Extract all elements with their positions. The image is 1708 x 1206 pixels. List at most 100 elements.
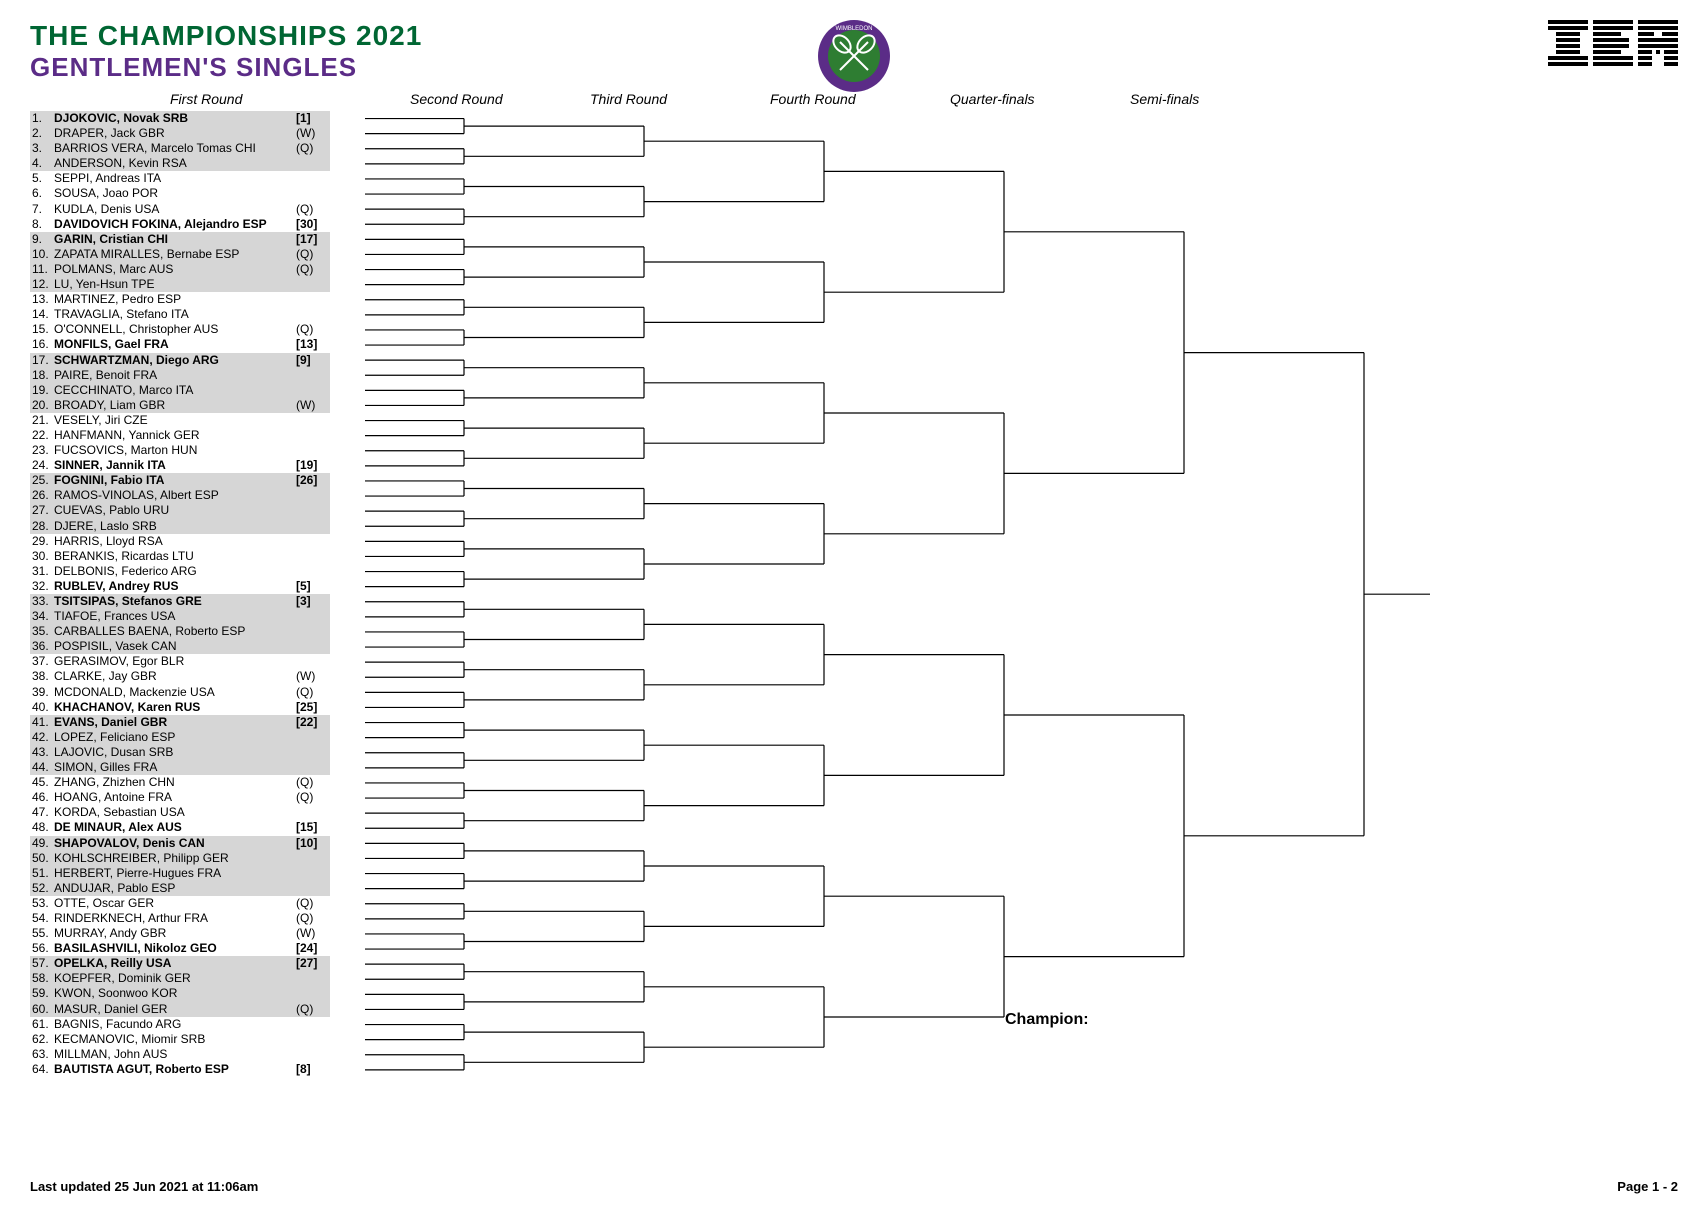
player-name: KECMANOVIC, Miomir SRB	[54, 1032, 296, 1047]
player-note: [9]	[296, 353, 330, 368]
player-number: 1.	[30, 111, 54, 126]
player-name: ANDUJAR, Pablo ESP	[54, 881, 296, 896]
player-row: 46.HOANG, Antoine FRA(Q)	[30, 790, 330, 805]
player-note: [3]	[296, 594, 330, 609]
player-row: 29.HARRIS, Lloyd RSA	[30, 534, 330, 549]
page: THE CHAMPIONSHIPS 2021 GENTLEMEN'S SINGL…	[0, 0, 1708, 1206]
player-row: 47.KORDA, Sebastian USA	[30, 805, 330, 820]
player-note: [19]	[296, 458, 330, 473]
player-note: (Q)	[296, 262, 330, 277]
player-row: 17.SCHWARTZMAN, Diego ARG[9]	[30, 353, 330, 368]
player-row: 35.CARBALLES BAENA, Roberto ESP	[30, 624, 330, 639]
player-name: TSITSIPAS, Stefanos GRE	[54, 594, 296, 609]
player-row: 48.DE MINAUR, Alex AUS[15]	[30, 820, 330, 835]
player-note: (Q)	[296, 141, 330, 156]
player-name: ZHANG, Zhizhen CHN	[54, 775, 296, 790]
player-number: 59.	[30, 986, 54, 1001]
player-number: 64.	[30, 1062, 54, 1077]
player-number: 16.	[30, 337, 54, 352]
player-row: 59.KWON, Soonwoo KOR	[30, 986, 330, 1001]
player-note: (Q)	[296, 896, 330, 911]
player-name: CECCHINATO, Marco ITA	[54, 383, 296, 398]
player-row: 45.ZHANG, Zhizhen CHN(Q)	[30, 775, 330, 790]
player-number: 5.	[30, 171, 54, 186]
player-number: 18.	[30, 368, 54, 383]
player-row: 62.KECMANOVIC, Miomir SRB	[30, 1032, 330, 1047]
player-name: BROADY, Liam GBR	[54, 398, 296, 413]
player-row: 43.LAJOVIC, Dusan SRB	[30, 745, 330, 760]
player-row: 31.DELBONIS, Federico ARG	[30, 564, 330, 579]
round-header: Third Round	[590, 91, 667, 107]
player-name: KWON, Soonwoo KOR	[54, 986, 296, 1001]
player-row: 23.FUCSOVICS, Marton HUN	[30, 443, 330, 458]
player-number: 44.	[30, 760, 54, 775]
player-number: 10.	[30, 247, 54, 262]
player-number: 28.	[30, 519, 54, 534]
player-name: POSPISIL, Vasek CAN	[54, 639, 296, 654]
player-note: (W)	[296, 669, 330, 684]
player-row: 20.BROADY, Liam GBR(W)	[30, 398, 330, 413]
player-note: (Q)	[296, 790, 330, 805]
player-name: KHACHANOV, Karen RUS	[54, 700, 296, 715]
player-name: GERASIMOV, Egor BLR	[54, 654, 296, 669]
player-number: 24.	[30, 458, 54, 473]
player-name: KUDLA, Denis USA	[54, 202, 296, 217]
player-name: SEPPI, Andreas ITA	[54, 171, 296, 186]
player-row: 1.DJOKOVIC, Novak SRB[1]	[30, 111, 330, 126]
player-row: 34.TIAFOE, Frances USA	[30, 609, 330, 624]
player-number: 38.	[30, 669, 54, 684]
player-name: TIAFOE, Frances USA	[54, 609, 296, 624]
player-row: 37.GERASIMOV, Egor BLR	[30, 654, 330, 669]
player-number: 62.	[30, 1032, 54, 1047]
player-name: LOPEZ, Feliciano ESP	[54, 730, 296, 745]
player-name: ANDERSON, Kevin RSA	[54, 156, 296, 171]
player-row: 54.RINDERKNECH, Arthur FRA(Q)	[30, 911, 330, 926]
player-number: 21.	[30, 413, 54, 428]
player-name: SHAPOVALOV, Denis CAN	[54, 836, 296, 851]
player-number: 25.	[30, 473, 54, 488]
round-headers: First RoundSecond RoundThird RoundFourth…	[30, 91, 1678, 109]
player-note: [8]	[296, 1062, 330, 1077]
player-number: 8.	[30, 217, 54, 232]
player-row: 27.CUEVAS, Pablo URU	[30, 503, 330, 518]
player-name: CARBALLES BAENA, Roberto ESP	[54, 624, 296, 639]
player-row: 41.EVANS, Daniel GBR[22]	[30, 715, 330, 730]
player-note: [26]	[296, 473, 330, 488]
player-number: 58.	[30, 971, 54, 986]
player-number: 22.	[30, 428, 54, 443]
player-name: DE MINAUR, Alex AUS	[54, 820, 296, 835]
player-name: DJOKOVIC, Novak SRB	[54, 111, 296, 126]
player-name: HERBERT, Pierre-Hugues FRA	[54, 866, 296, 881]
player-row: 30.BERANKIS, Ricardas LTU	[30, 549, 330, 564]
player-number: 23.	[30, 443, 54, 458]
player-number: 49.	[30, 836, 54, 851]
player-note: [10]	[296, 836, 330, 851]
player-row: 18.PAIRE, Benoit FRA	[30, 368, 330, 383]
player-number: 20.	[30, 398, 54, 413]
player-number: 12.	[30, 277, 54, 292]
player-name: BASILASHVILI, Nikoloz GEO	[54, 941, 296, 956]
player-row: 15.O'CONNELL, Christopher AUS(Q)	[30, 322, 330, 337]
player-row: 60.MASUR, Daniel GER(Q)	[30, 1002, 330, 1017]
player-name: BAUTISTA AGUT, Roberto ESP	[54, 1062, 296, 1077]
player-name: OPELKA, Reilly USA	[54, 956, 296, 971]
player-number: 15.	[30, 322, 54, 337]
player-number: 17.	[30, 353, 54, 368]
player-row: 49.SHAPOVALOV, Denis CAN[10]	[30, 836, 330, 851]
player-row: 28.DJERE, Laslo SRB	[30, 519, 330, 534]
player-number: 55.	[30, 926, 54, 941]
title-sub: GENTLEMEN'S SINGLES	[30, 52, 422, 83]
player-note: [25]	[296, 700, 330, 715]
player-number: 56.	[30, 941, 54, 956]
player-note: (Q)	[296, 1002, 330, 1017]
player-note: [22]	[296, 715, 330, 730]
player-name: OTTE, Oscar GER	[54, 896, 296, 911]
player-row: 19.CECCHINATO, Marco ITA	[30, 383, 330, 398]
player-row: 33.TSITSIPAS, Stefanos GRE[3]	[30, 594, 330, 609]
title-block: THE CHAMPIONSHIPS 2021 GENTLEMEN'S SINGL…	[30, 20, 422, 83]
player-row: 6.SOUSA, Joao POR	[30, 186, 330, 201]
player-number: 6.	[30, 186, 54, 201]
player-number: 27.	[30, 503, 54, 518]
player-row: 26.RAMOS-VINOLAS, Albert ESP	[30, 488, 330, 503]
player-number: 4.	[30, 156, 54, 171]
